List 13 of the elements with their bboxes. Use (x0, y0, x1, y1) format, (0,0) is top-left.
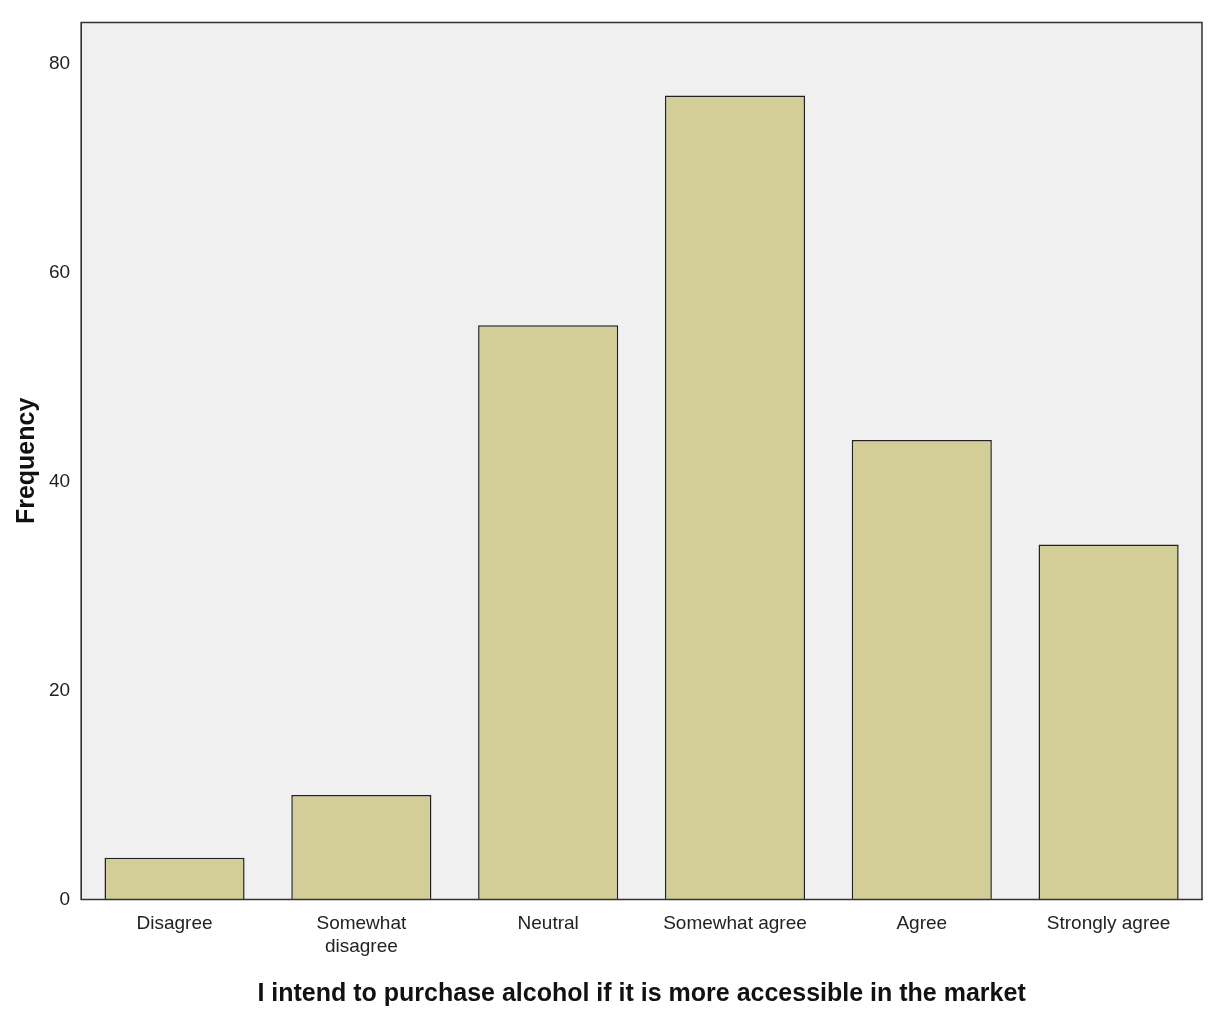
y-tick-label: 40 (48, 470, 71, 492)
y-tick-label: 0 (59, 887, 71, 909)
x-tick-label: Agree (896, 912, 948, 934)
y-tick-label: 80 (48, 52, 71, 74)
y-tick-label: 20 (48, 678, 71, 700)
x-tick-label: Somewhat agree (663, 912, 807, 934)
x-tick-label: Disagree (136, 912, 213, 934)
x-tick-label: Neutral (517, 912, 579, 934)
x-axis-title: I intend to purchase alcohol if it is more accessible in the market (257, 977, 1027, 1006)
y-axis-title: Frequency (10, 397, 39, 525)
x-tick-label: Somewhat disagree (316, 912, 407, 956)
y-tick-label: 60 (48, 261, 71, 283)
x-tick-label: Strongly agree (1046, 912, 1171, 934)
